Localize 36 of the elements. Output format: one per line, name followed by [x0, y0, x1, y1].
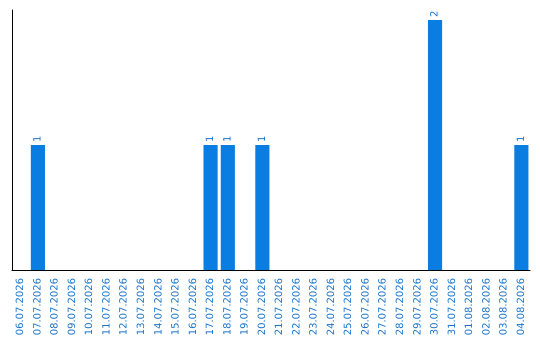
x-tick-label: 12.07.2026: [118, 278, 130, 336]
x-tick-label: 19.07.2026: [240, 278, 251, 336]
x-tick-label: 29.07.2026: [412, 278, 424, 336]
x-tick-label: 26.07.2026: [360, 278, 372, 336]
x-tick-label: 27.07.2026: [378, 278, 389, 336]
x-tick-label: 22.07.2026: [291, 278, 302, 336]
x-tick-label: 20.07.2026: [256, 278, 268, 336]
x-tick-label: 10.07.2026: [84, 278, 96, 336]
x-tick-label: 30.07.2026: [430, 278, 441, 336]
x-tick-label: 16.07.2026: [188, 278, 199, 336]
x-tick-label: 15.07.2026: [170, 278, 182, 336]
x-tick-label: 28.07.2026: [395, 278, 406, 336]
x-tick-label: 09.07.2026: [66, 278, 78, 336]
data-label: 1: [516, 136, 527, 142]
data-label: 2: [430, 10, 441, 17]
data-label: 1: [205, 136, 216, 142]
x-tick-label: 14.07.2026: [153, 278, 164, 336]
x-tick-label: 31.07.2026: [446, 278, 458, 336]
x-tick-label: 23.07.2026: [308, 278, 320, 336]
data-label: 1: [32, 136, 44, 142]
x-tick-label: 18.07.2026: [222, 278, 234, 336]
x-tick-label: 02.08.2026: [481, 278, 492, 336]
x-tick-label: 08.07.2026: [50, 278, 61, 336]
x-tick-label: 24.07.2026: [326, 278, 337, 336]
data-label: 1: [222, 136, 234, 142]
data-label: 1: [256, 136, 268, 142]
x-tick-label: 03.08.2026: [498, 278, 510, 336]
x-tick-label: 11.07.2026: [101, 278, 112, 336]
x-tick-label: 06.07.2026: [15, 278, 26, 336]
x-tick-label: 25.07.2026: [343, 278, 354, 336]
x-tick-label: 01.08.2026: [464, 278, 476, 336]
x-tick-label: 17.07.2026: [205, 278, 216, 336]
x-tick-label: 21.07.2026: [274, 278, 286, 336]
x-tick-label: 13.07.2026: [136, 278, 147, 336]
x-tick-label: 04.08.2026: [516, 278, 527, 336]
x-tick-label: 07.07.2026: [32, 278, 44, 336]
